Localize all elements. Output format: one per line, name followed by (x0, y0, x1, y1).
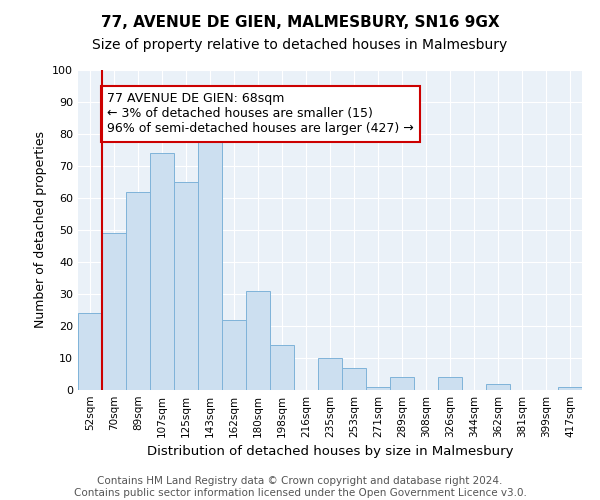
Y-axis label: Number of detached properties: Number of detached properties (34, 132, 47, 328)
Bar (198, 137, 222, 390)
X-axis label: Distribution of detached houses by size in Malmesbury: Distribution of detached houses by size … (147, 446, 513, 458)
Bar (222, 320, 246, 390)
Bar (558, 387, 582, 390)
Bar (78, 313, 102, 390)
Bar (342, 368, 366, 390)
Bar (318, 358, 342, 390)
Bar (390, 377, 414, 390)
Bar (150, 153, 174, 390)
Bar (270, 345, 294, 390)
Bar (366, 387, 390, 390)
Bar (438, 377, 462, 390)
Bar (126, 192, 150, 390)
Text: 77, AVENUE DE GIEN, MALMESBURY, SN16 9GX: 77, AVENUE DE GIEN, MALMESBURY, SN16 9GX (101, 15, 499, 30)
Bar (486, 384, 510, 390)
Text: Size of property relative to detached houses in Malmesbury: Size of property relative to detached ho… (92, 38, 508, 52)
Text: Contains HM Land Registry data © Crown copyright and database right 2024.
Contai: Contains HM Land Registry data © Crown c… (74, 476, 526, 498)
Bar (102, 233, 126, 390)
Bar (174, 182, 198, 390)
Text: 77 AVENUE DE GIEN: 68sqm
← 3% of detached houses are smaller (15)
96% of semi-de: 77 AVENUE DE GIEN: 68sqm ← 3% of detache… (107, 92, 413, 136)
Bar (246, 291, 270, 390)
